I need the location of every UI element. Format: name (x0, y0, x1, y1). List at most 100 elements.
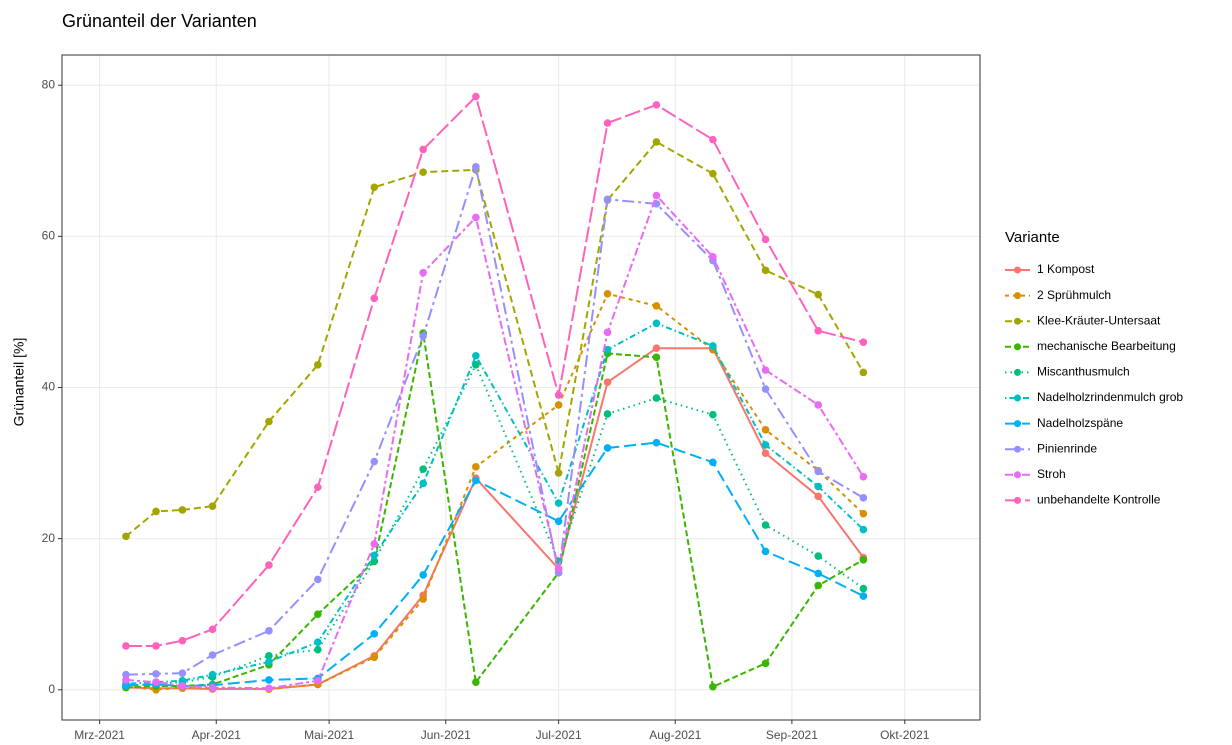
data-point (178, 669, 187, 677)
series-line (125, 441, 864, 687)
data-point (554, 401, 563, 409)
data-point (370, 294, 379, 303)
data-point (814, 467, 823, 476)
data-point (370, 540, 379, 548)
data-point (859, 338, 868, 346)
y-tick-label: 40 (42, 380, 56, 394)
data-point (122, 676, 130, 684)
data-point (859, 509, 868, 518)
data-point (472, 678, 480, 687)
x-tick-label: Okt-2021 (880, 728, 930, 742)
legend-label: Miscanthusmulch (1037, 365, 1130, 379)
data-point (472, 476, 480, 485)
x-tick-label: Aug-2021 (649, 728, 701, 742)
data-point (152, 507, 160, 516)
data-point (554, 469, 563, 477)
data-point (472, 463, 480, 471)
data-point (314, 645, 322, 654)
data-point (761, 659, 770, 668)
data-point (472, 92, 480, 101)
data-point (859, 494, 868, 502)
legend-key-point (1014, 317, 1021, 325)
legend-key-point (1014, 292, 1021, 300)
data-point (603, 328, 612, 337)
data-point (814, 290, 823, 299)
data-point (652, 394, 661, 402)
data-point (761, 426, 770, 434)
legend-label: Pinienrinde (1037, 441, 1097, 455)
data-point (814, 327, 823, 335)
data-point (554, 517, 563, 526)
data-point (859, 368, 868, 377)
data-point (265, 417, 273, 426)
data-point (419, 145, 427, 154)
data-point (472, 213, 480, 222)
data-point (419, 332, 427, 340)
data-point (603, 345, 612, 354)
data-point (859, 525, 868, 534)
data-point (472, 351, 480, 360)
legend-label: mechanische Bearbeitung (1037, 339, 1176, 353)
data-point (370, 630, 379, 638)
data-point (122, 670, 130, 679)
data-point (761, 266, 770, 275)
data-point (709, 342, 717, 350)
data-point (761, 449, 770, 458)
data-point (314, 483, 322, 492)
data-point (419, 595, 427, 603)
y-tick-label: 60 (42, 229, 56, 243)
series-line (125, 166, 864, 676)
data-point (152, 642, 160, 650)
legend-label: Nadelholzrindenmulch grob (1037, 390, 1183, 404)
data-point (152, 678, 160, 687)
data-point (709, 169, 717, 178)
data-point (603, 410, 612, 418)
legend-label: 2 Sprühmulch (1037, 288, 1111, 302)
data-point (652, 353, 661, 362)
legend-key-point (1014, 471, 1021, 479)
data-point (709, 458, 717, 467)
legend-key-point (1014, 445, 1021, 453)
legend-key-point (1014, 368, 1021, 376)
series-line (125, 347, 865, 691)
y-tick-label: 20 (42, 531, 56, 545)
data-point (178, 682, 187, 690)
legend-label: Nadelholzspäne (1037, 416, 1123, 430)
data-point (652, 101, 661, 109)
data-point (761, 385, 770, 393)
data-point (265, 561, 273, 569)
legend-label: Stroh (1037, 467, 1066, 481)
data-point (652, 138, 661, 146)
data-point (178, 506, 187, 514)
data-point (208, 683, 217, 692)
data-point (122, 681, 130, 690)
panel-border (61, 54, 981, 721)
data-point (603, 289, 612, 298)
data-point (603, 378, 612, 387)
data-point (709, 135, 717, 144)
data-point (603, 444, 612, 452)
y-tick-label: 0 (48, 682, 55, 696)
data-point (265, 676, 273, 684)
x-tick-label: Mrz-2021 (74, 728, 125, 742)
series-line (125, 140, 865, 538)
legend-label: 1 Kompost (1037, 262, 1095, 276)
data-point (370, 183, 379, 192)
data-point (208, 670, 217, 679)
data-point (554, 499, 563, 507)
data-point (814, 401, 823, 409)
data-point (652, 319, 661, 328)
data-point (265, 684, 273, 693)
data-point (370, 653, 379, 662)
data-point (652, 438, 661, 447)
legend-key-point (1014, 420, 1021, 428)
series-line (125, 292, 865, 691)
chart-title: Grünanteil der Varianten (62, 11, 257, 31)
y-axis-label: Grünanteil [%] (11, 338, 27, 427)
data-point (314, 638, 322, 646)
data-point (814, 581, 823, 590)
data-point (314, 361, 322, 369)
data-point (603, 119, 612, 127)
data-point (314, 610, 322, 619)
